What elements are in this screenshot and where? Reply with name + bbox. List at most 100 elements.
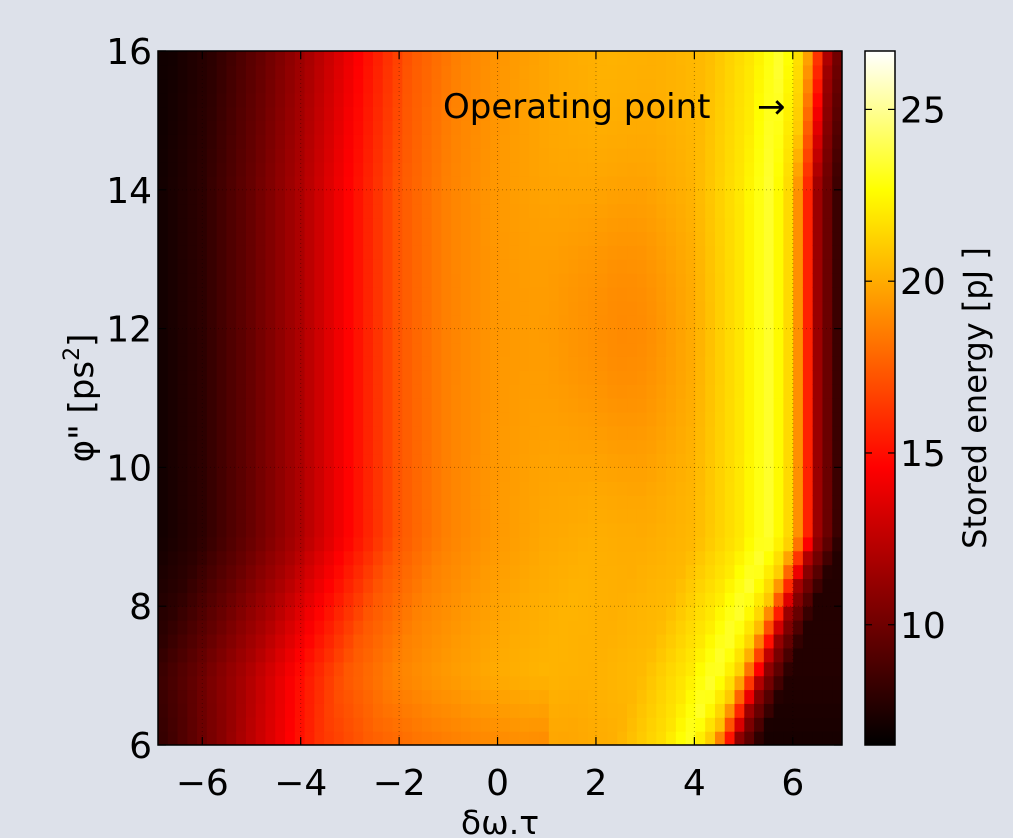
heatmap-cell bbox=[382, 564, 394, 580]
heatmap-cell bbox=[372, 689, 384, 704]
heatmap-cell bbox=[226, 439, 237, 455]
heatmap-cell bbox=[265, 328, 276, 344]
heatmap-cell bbox=[353, 411, 364, 427]
heatmap-cell bbox=[363, 550, 374, 566]
heatmap-cell bbox=[431, 536, 442, 552]
heatmap-cell bbox=[216, 592, 227, 607]
heatmap-cell bbox=[480, 411, 491, 427]
heatmap-cell bbox=[793, 606, 804, 621]
heatmap-cell bbox=[294, 328, 306, 344]
heatmap-cell bbox=[754, 217, 765, 233]
heatmap-cell bbox=[812, 661, 824, 677]
heatmap-cell bbox=[402, 314, 413, 330]
heatmap-cell bbox=[490, 273, 501, 288]
heatmap-cell bbox=[177, 370, 188, 385]
heatmap-cell bbox=[187, 647, 198, 663]
heatmap-cell bbox=[275, 481, 286, 496]
heatmap-cell bbox=[333, 717, 345, 732]
heatmap-cell bbox=[597, 550, 609, 566]
heatmap-cell bbox=[754, 550, 765, 566]
heatmap-cell bbox=[392, 481, 403, 496]
heatmap-cell bbox=[812, 509, 824, 524]
heatmap-cell bbox=[392, 550, 403, 566]
heatmap-cell bbox=[802, 384, 814, 399]
heatmap-cell bbox=[695, 203, 706, 219]
heatmap-cell bbox=[832, 356, 842, 371]
heatmap-cell bbox=[607, 328, 618, 344]
heatmap-cell bbox=[685, 245, 697, 260]
heatmap-cell bbox=[470, 398, 482, 413]
heatmap-cell bbox=[294, 217, 306, 233]
heatmap-cell bbox=[265, 453, 276, 468]
heatmap-cell bbox=[539, 689, 550, 704]
heatmap-cell bbox=[265, 411, 276, 427]
heatmap-cell bbox=[197, 620, 208, 635]
heatmap-cell bbox=[294, 564, 306, 580]
heatmap-cell bbox=[675, 439, 687, 455]
heatmap-cell bbox=[480, 550, 491, 566]
heatmap-cell bbox=[832, 203, 842, 219]
heatmap-cell bbox=[636, 162, 648, 177]
heatmap-cell bbox=[285, 273, 296, 288]
heatmap-cell bbox=[226, 120, 237, 135]
heatmap-cell bbox=[167, 259, 179, 274]
heatmap-cell bbox=[333, 64, 345, 80]
heatmap-cell bbox=[529, 606, 540, 621]
heatmap-cell bbox=[548, 620, 560, 635]
heatmap-cell bbox=[304, 550, 315, 566]
heatmap-cell bbox=[509, 134, 521, 149]
heatmap-cell bbox=[695, 259, 706, 274]
heatmap-cell bbox=[568, 661, 579, 677]
heatmap-cell bbox=[431, 495, 442, 510]
heatmap-cell bbox=[802, 175, 814, 191]
heatmap-cell bbox=[773, 300, 784, 316]
heatmap-cell bbox=[500, 134, 511, 149]
heatmap-cell bbox=[539, 162, 550, 177]
heatmap-cell bbox=[539, 536, 550, 552]
heatmap-cell bbox=[441, 162, 452, 177]
heatmap-cell bbox=[255, 620, 267, 635]
heatmap-cell bbox=[705, 495, 716, 510]
heatmap-cell bbox=[558, 467, 569, 482]
heatmap-cell bbox=[744, 286, 755, 302]
heatmap-cell bbox=[597, 328, 609, 344]
heatmap-cell bbox=[763, 245, 775, 260]
heatmap-cell bbox=[451, 259, 462, 274]
heatmap-cell bbox=[646, 189, 657, 205]
heatmap-cell bbox=[206, 134, 218, 149]
heatmap-cell bbox=[783, 592, 794, 607]
heatmap-cell bbox=[216, 64, 227, 80]
heatmap-cell bbox=[167, 78, 179, 94]
heatmap-cell bbox=[812, 300, 824, 316]
heatmap-cell bbox=[285, 314, 296, 330]
heatmap-cell bbox=[285, 467, 296, 482]
heatmap-cell bbox=[793, 384, 804, 399]
heatmap-cell bbox=[617, 633, 628, 649]
heatmap-cell bbox=[500, 175, 511, 191]
heatmap-cell bbox=[578, 536, 589, 552]
heatmap-cell bbox=[412, 411, 423, 427]
heatmap-cell bbox=[519, 411, 530, 427]
heatmap-cell bbox=[421, 717, 433, 732]
heatmap-cell bbox=[412, 495, 423, 510]
heatmap-cell bbox=[470, 509, 482, 524]
heatmap-cell bbox=[812, 481, 824, 496]
heatmap-cell bbox=[754, 633, 765, 649]
heatmap-cell bbox=[382, 578, 394, 593]
heatmap-cell bbox=[675, 300, 687, 316]
heatmap-cell bbox=[734, 703, 745, 718]
heatmap-cell bbox=[236, 661, 247, 677]
heatmap-cell bbox=[627, 703, 638, 718]
heatmap-cell bbox=[392, 425, 403, 441]
heatmap-cell bbox=[724, 217, 736, 233]
heatmap-cell bbox=[265, 633, 276, 649]
heatmap-cell bbox=[578, 633, 589, 649]
heatmap-cell bbox=[744, 481, 755, 496]
heatmap-cell bbox=[666, 550, 677, 566]
heatmap-cell bbox=[832, 384, 842, 399]
heatmap-cell bbox=[226, 564, 237, 580]
heatmap-cell bbox=[802, 620, 814, 635]
heatmap-cell bbox=[509, 467, 521, 482]
heatmap-cell bbox=[363, 300, 374, 316]
heatmap-cell bbox=[636, 647, 648, 663]
